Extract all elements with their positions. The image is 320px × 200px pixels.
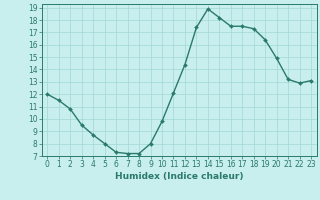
X-axis label: Humidex (Indice chaleur): Humidex (Indice chaleur)	[115, 172, 244, 181]
